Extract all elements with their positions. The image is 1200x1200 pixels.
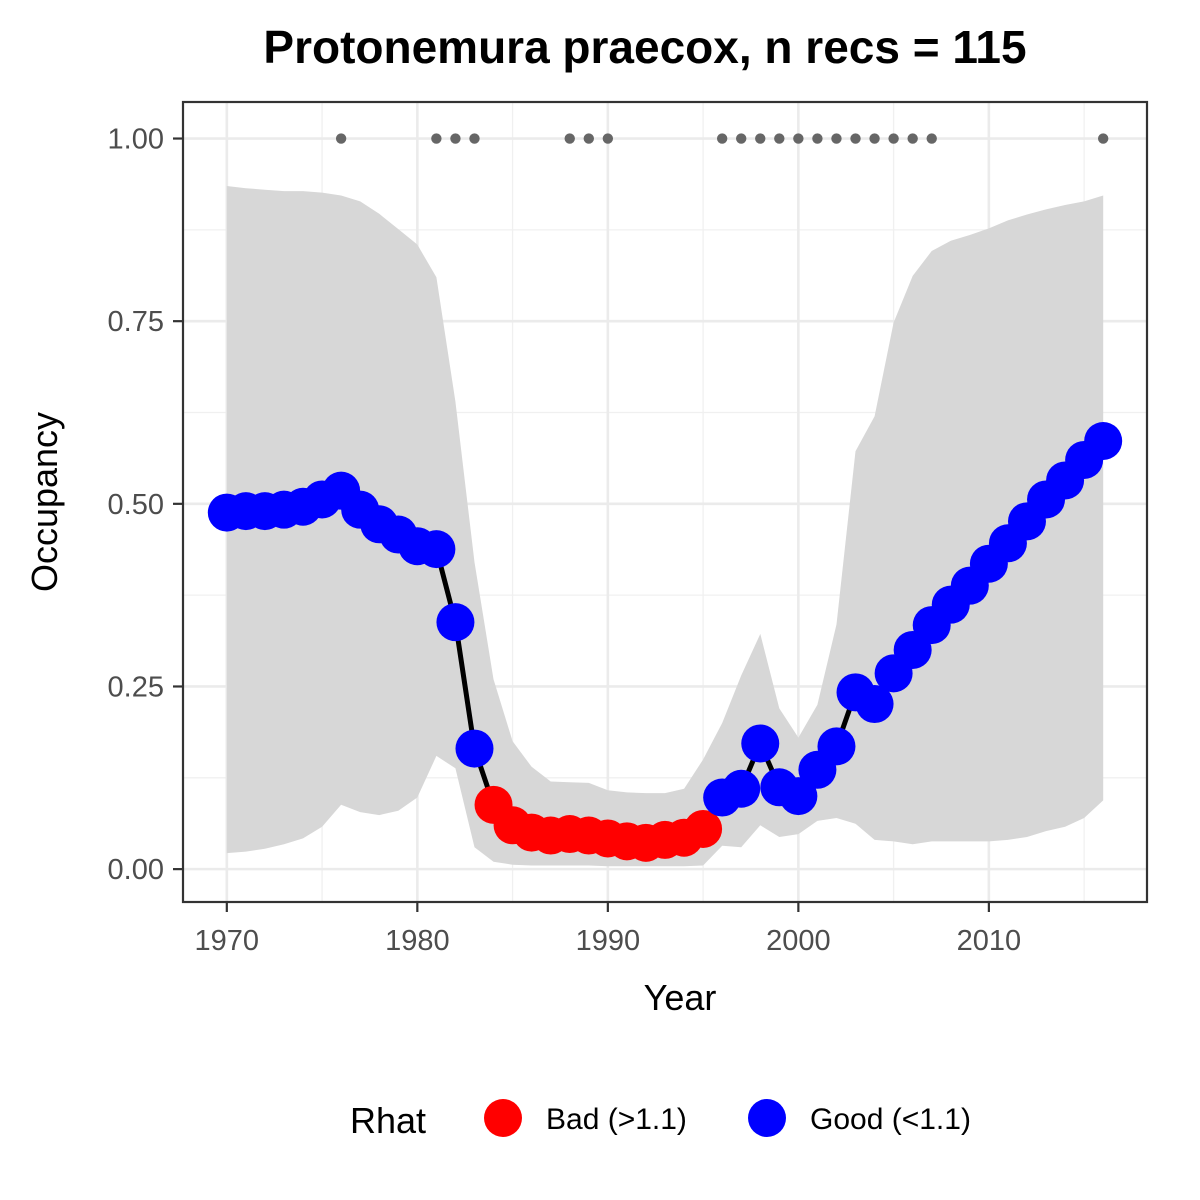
point-good	[741, 724, 780, 763]
x-tick-label: 2010	[957, 925, 1022, 957]
record-dot	[907, 133, 918, 144]
y-tick-label: 0.75	[108, 306, 164, 338]
y-axis: 0.00 0.25 0.50 0.75 1.00	[108, 124, 183, 886]
record-dot	[335, 133, 347, 144]
legend-label-good: Good (<1.1)	[810, 1103, 971, 1136]
y-tick-label: 0.00	[108, 854, 164, 886]
record-dot	[774, 133, 785, 144]
record-dot	[716, 133, 728, 144]
y-tick-label: 1.00	[108, 124, 164, 156]
record-dot	[755, 133, 766, 144]
record-dot	[602, 133, 614, 144]
record-dot	[1097, 133, 1109, 144]
x-axis-title: Year	[644, 977, 717, 1018]
point-good	[855, 685, 894, 724]
x-tick-label: 1980	[385, 925, 450, 957]
record-dot	[869, 133, 880, 144]
legend-key-bad	[484, 1099, 522, 1137]
record-dot	[888, 133, 899, 144]
x-axis: 1970 1980 1990 2000 2010	[195, 902, 1022, 957]
record-dot	[469, 133, 480, 144]
legend: Rhat Bad (>1.1) Good (<1.1)	[350, 1099, 971, 1141]
legend-title: Rhat	[350, 1100, 426, 1141]
point-good	[779, 777, 818, 816]
record-dot	[450, 133, 461, 144]
x-tick-label: 2000	[766, 925, 831, 957]
record-dot	[850, 133, 861, 144]
x-tick-label: 1970	[195, 925, 260, 957]
y-tick-label: 0.50	[108, 489, 164, 521]
legend-key-good	[748, 1099, 786, 1137]
record-dot	[812, 133, 823, 144]
record-dot	[564, 133, 575, 144]
y-axis-title: Occupancy	[24, 412, 65, 592]
record-dot	[831, 133, 842, 144]
record-dot	[926, 133, 937, 144]
point-good	[455, 729, 494, 768]
point-good	[817, 727, 856, 766]
record-dot	[736, 133, 747, 144]
record-dot	[793, 133, 804, 144]
x-tick-label: 1990	[576, 925, 641, 957]
record-dot	[583, 133, 594, 144]
point-bad	[684, 809, 723, 848]
point-good	[436, 603, 475, 642]
occupancy-points	[207, 421, 1123, 862]
y-tick-label: 0.25	[108, 671, 164, 703]
legend-label-bad: Bad (>1.1)	[546, 1103, 687, 1136]
record-dot	[431, 133, 442, 144]
point-good	[1084, 421, 1123, 460]
plot-border	[181, 100, 1149, 904]
chart-title: Protonemura praecox, n recs = 115	[263, 21, 1026, 73]
record-dots	[335, 133, 1109, 144]
point-good	[417, 530, 456, 569]
point-good	[722, 769, 761, 808]
